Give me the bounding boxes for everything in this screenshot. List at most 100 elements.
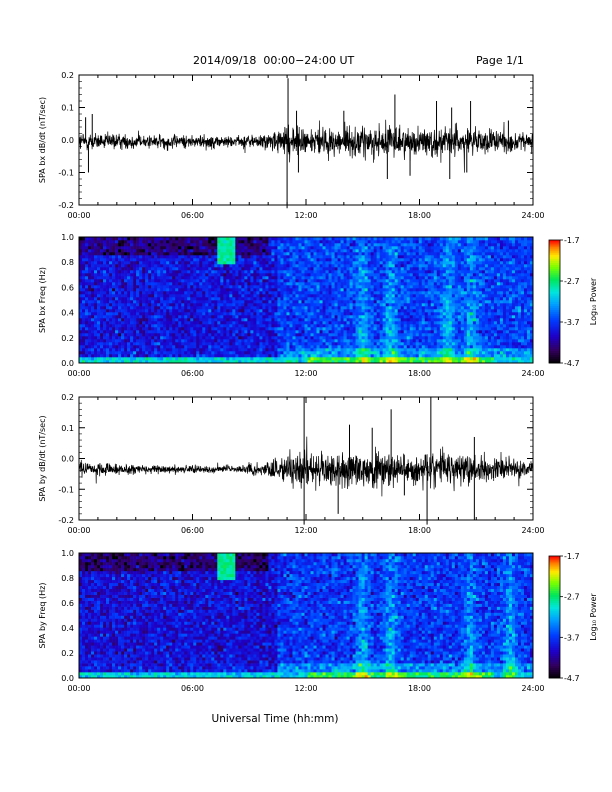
heatmap-cell [172,312,176,316]
heatmap-cell [166,354,170,358]
heatmap-cell [397,321,402,325]
heatmap-cell [148,339,152,343]
heatmap-cell [409,276,414,280]
heatmap-cell [247,246,251,250]
heatmap-cell [310,324,314,328]
heatmap-cell [220,318,224,322]
heatmap-cell [118,240,122,244]
heatmap-cell [190,282,194,286]
heatmap-cell [376,306,380,310]
heatmap-cell [220,339,224,343]
heatmap-cell [331,339,335,343]
heatmap-cell [211,249,215,253]
heatmap-cell [127,243,131,247]
heatmap-cell [376,285,380,289]
heatmap-cell [223,258,227,262]
heatmap-cell [310,309,314,313]
heatmap-cell [298,339,302,343]
heatmap-cell [361,348,365,352]
heatmap-cell [148,246,152,250]
heatmap-cell [403,264,408,268]
heatmap-cell [274,342,278,346]
heatmap-cell [229,327,233,331]
heatmap-cell [88,312,92,316]
heatmap-cell [253,255,257,259]
heatmap-cell [412,267,417,271]
heatmap-cell [94,291,98,295]
heatmap-cell [340,312,344,316]
heatmap-cell [169,297,173,301]
heatmap-cell [178,330,182,334]
heatmap-cell [232,255,236,259]
heatmap-cell [265,354,269,358]
heatmap-cell [85,291,89,295]
heatmap-cell [196,264,200,268]
heatmap-cell [193,288,197,292]
heatmap-cell [397,360,402,364]
heatmap-cell [196,345,200,349]
heatmap-cell [310,348,314,352]
heatmap-cell [367,237,371,241]
heatmap-cell [256,294,260,298]
heatmap-cell [277,327,281,331]
heatmap-cell [220,333,224,337]
heatmap-cell [253,339,257,343]
heatmap-cell [193,237,197,241]
heatmap-cell [241,237,245,241]
heatmap-cell [379,246,383,250]
heatmap-cell [166,324,170,328]
heatmap-cell [286,276,290,280]
heatmap-cell [226,264,230,268]
heatmap-cell [373,306,377,310]
heatmap-cell [373,261,377,265]
heatmap-cell [214,291,218,295]
heatmap-cell [169,270,173,274]
heatmap-cell [352,360,356,364]
heatmap-cell [112,291,116,295]
heatmap-cell [112,309,116,313]
heatmap-cell [286,243,290,247]
heatmap-cell [343,336,347,340]
heatmap-cell [253,288,257,292]
heatmap-cell [244,339,248,343]
heatmap-cell [271,327,275,331]
heatmap-cell [208,306,212,310]
heatmap-cell [109,315,113,319]
heatmap-cell [358,282,362,286]
heatmap-cell [121,330,125,334]
heatmap-cell [157,306,161,310]
heatmap-cell [400,348,405,352]
heatmap-cell [403,360,408,364]
heatmap-cell [259,270,263,274]
heatmap-cell [94,246,98,250]
heatmap-cell [133,297,137,301]
heatmap-cell [253,309,257,313]
heatmap-cell [241,360,245,364]
heatmap-cell [283,297,287,301]
heatmap-cell [190,339,194,343]
heatmap-cell [130,249,134,253]
heatmap-cell [388,276,392,280]
heatmap-cell [283,285,287,289]
heatmap-cell [175,336,179,340]
heatmap-cell [217,249,221,253]
heatmap-cell [346,243,350,247]
heatmap-cell [349,267,353,271]
heatmap-cell [412,327,417,331]
heatmap-cell [106,291,110,295]
heatmap-cell [373,276,377,280]
heatmap-cell [289,264,293,268]
heatmap-cell [112,255,116,259]
heatmap-cell [388,330,392,334]
heatmap-cell [412,282,417,286]
heatmap-cell [223,264,227,268]
heatmap-cell [184,312,188,316]
heatmap-cell [259,339,263,343]
heatmap-cell [268,249,272,253]
heatmap-cell [406,282,411,286]
heatmap-cell [328,351,332,355]
heatmap-cell [382,264,386,268]
heatmap-cell [226,252,230,256]
heatmap-cell [316,327,320,331]
heatmap-cell [412,360,417,364]
